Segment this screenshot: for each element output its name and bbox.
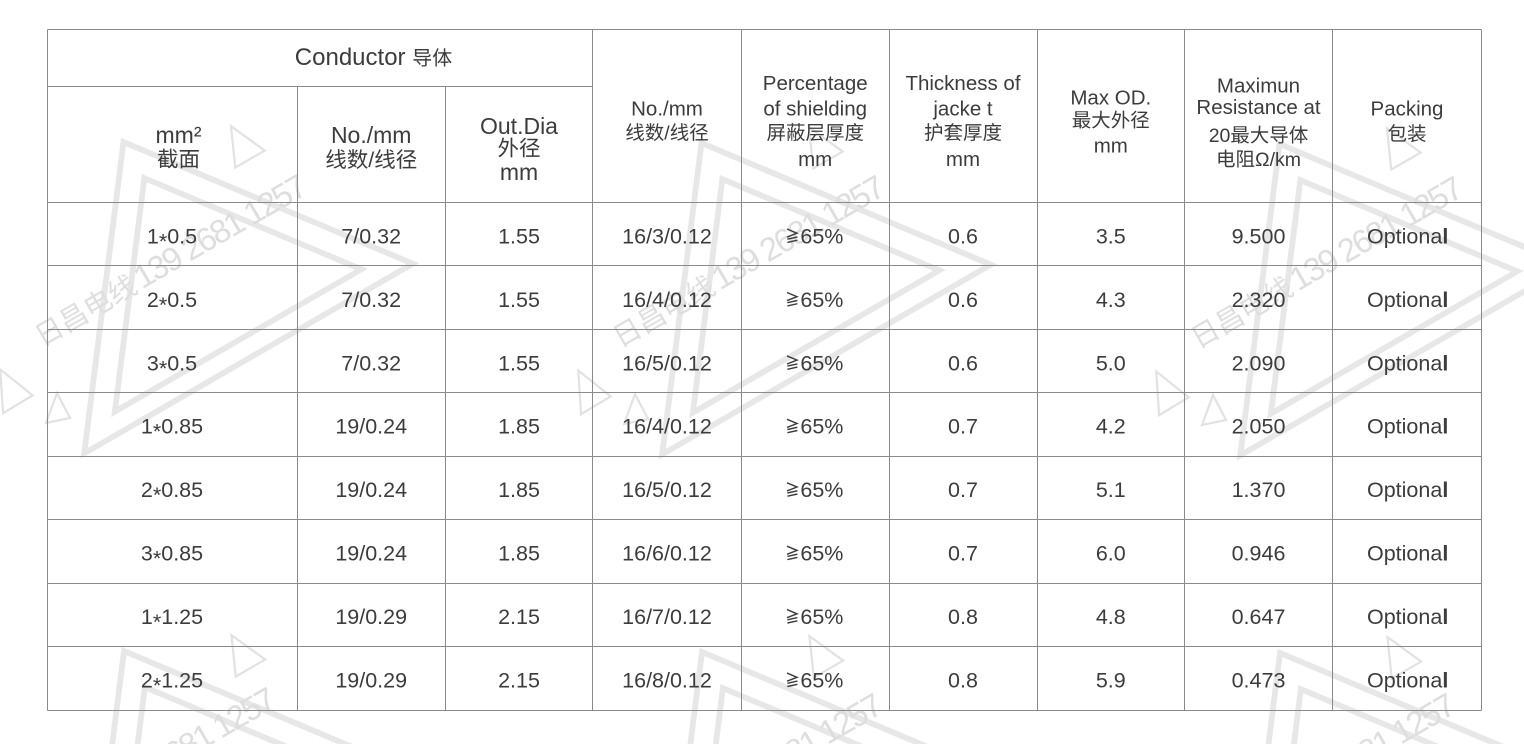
svg-text:1*0.85: 1*0.85 (141, 415, 203, 444)
svg-text:65%: 65% (800, 605, 843, 629)
svg-text:16/5/0.12: 16/5/0.12 (622, 478, 712, 502)
svg-text:0.7: 0.7 (948, 415, 978, 439)
svg-text:Optional: Optional (1367, 542, 1448, 566)
svg-text:Optional: Optional (1367, 288, 1448, 312)
svg-text:2.050: 2.050 (1232, 415, 1286, 439)
svg-text:16/6/0.12: 16/6/0.12 (622, 542, 712, 566)
svg-text:4.2: 4.2 (1096, 415, 1126, 439)
svg-text:No./mm: No./mm (331, 122, 412, 148)
svg-text:1.85: 1.85 (498, 478, 540, 502)
svg-text:Percentage: Percentage (763, 72, 868, 95)
svg-text:139 2681 1257: 139 2681 1257 (702, 686, 887, 744)
svg-text:0.6: 0.6 (948, 224, 978, 248)
svg-text:65%: 65% (800, 351, 843, 375)
svg-text:Conductor: Conductor (295, 44, 412, 71)
svg-text:1.55: 1.55 (498, 288, 540, 312)
svg-text:0.6: 0.6 (948, 351, 978, 375)
svg-text:1.85: 1.85 (498, 542, 540, 566)
svg-text:5.9: 5.9 (1096, 669, 1126, 693)
svg-text:1*1.25: 1*1.25 (141, 605, 203, 634)
svg-text:Max OD.: Max OD. (1070, 86, 1151, 109)
svg-text:65%: 65% (800, 478, 843, 502)
svg-text:9.500: 9.500 (1232, 224, 1286, 248)
svg-text:6.0: 6.0 (1096, 542, 1126, 566)
svg-text:3.5: 3.5 (1096, 224, 1126, 248)
svg-text:0.8: 0.8 (948, 669, 978, 693)
svg-text:1.55: 1.55 (498, 224, 540, 248)
svg-text:Optional: Optional (1367, 605, 1448, 629)
svg-text:19/0.24: 19/0.24 (335, 478, 407, 502)
svg-text:Maximun: Maximun (1217, 75, 1300, 98)
svg-text:of shielding: of shielding (763, 97, 867, 120)
svg-text:0.7: 0.7 (948, 542, 978, 566)
svg-text:0.8: 0.8 (948, 605, 978, 629)
svg-text:0.946: 0.946 (1232, 542, 1286, 566)
svg-text:4.3: 4.3 (1096, 288, 1126, 312)
svg-text:2*0.5: 2*0.5 (147, 288, 197, 317)
svg-text:No./mm: No./mm (631, 98, 703, 121)
svg-text:mm: mm (946, 148, 980, 171)
svg-text:Resistance at: Resistance at (1196, 96, 1321, 119)
svg-text:Ω/km: Ω/km (1255, 149, 1301, 171)
svg-text:mm: mm (798, 148, 832, 171)
svg-text:7/0.32: 7/0.32 (341, 288, 401, 312)
svg-text:4.8: 4.8 (1096, 605, 1126, 629)
svg-text:mm: mm (500, 159, 538, 185)
svg-text:139 2681 1257: 139 2681 1257 (705, 168, 890, 296)
svg-text:65%: 65% (800, 669, 843, 693)
svg-text:0.6: 0.6 (948, 288, 978, 312)
svg-text:19/0.24: 19/0.24 (335, 542, 407, 566)
svg-text:/: / (368, 148, 374, 172)
svg-text:19/0.24: 19/0.24 (335, 415, 407, 439)
svg-text:0.473: 0.473 (1232, 669, 1286, 693)
svg-text:16/8/0.12: 16/8/0.12 (622, 669, 712, 693)
svg-text:2*1.25: 2*1.25 (141, 669, 203, 698)
svg-text:5.1: 5.1 (1096, 478, 1126, 502)
svg-text:2*0.85: 2*0.85 (141, 478, 203, 507)
svg-text:19/0.29: 19/0.29 (335, 605, 407, 629)
svg-text:65%: 65% (800, 288, 843, 312)
svg-text:Optional: Optional (1367, 478, 1448, 502)
svg-text:1.85: 1.85 (498, 415, 540, 439)
svg-text:Packing: Packing (1371, 98, 1444, 121)
svg-text:0.7: 0.7 (948, 478, 978, 502)
svg-text:65%: 65% (800, 224, 843, 248)
svg-text:2.090: 2.090 (1232, 351, 1286, 375)
svg-text:20: 20 (1209, 125, 1231, 147)
svg-text:Optional: Optional (1367, 351, 1448, 375)
svg-text:Thickness of: Thickness of (905, 72, 1020, 95)
svg-text:2.15: 2.15 (498, 669, 540, 693)
svg-text:2.320: 2.320 (1232, 288, 1286, 312)
svg-text:19/0.29: 19/0.29 (335, 669, 407, 693)
svg-text:1.55: 1.55 (498, 351, 540, 375)
svg-text:16/4/0.12: 16/4/0.12 (622, 288, 712, 312)
svg-text:5.0: 5.0 (1096, 351, 1126, 375)
svg-text:16/7/0.12: 16/7/0.12 (622, 605, 712, 629)
svg-text:3*0.85: 3*0.85 (141, 542, 203, 571)
svg-text:0.647: 0.647 (1232, 605, 1286, 629)
svg-text:mm²: mm² (156, 122, 202, 148)
svg-text:Optional: Optional (1367, 224, 1448, 248)
svg-text:16/3/0.12: 16/3/0.12 (622, 224, 712, 248)
svg-text:16/4/0.12: 16/4/0.12 (622, 415, 712, 439)
svg-text:Optional: Optional (1367, 669, 1448, 693)
svg-text:1.370: 1.370 (1232, 478, 1286, 502)
svg-text:/: / (664, 123, 670, 145)
svg-text:Optional: Optional (1367, 415, 1448, 439)
svg-text:65%: 65% (800, 542, 843, 566)
svg-text:16/5/0.12: 16/5/0.12 (622, 351, 712, 375)
svg-text:jacke t: jacke t (932, 97, 993, 120)
svg-text:2.15: 2.15 (498, 605, 540, 629)
svg-text:65%: 65% (800, 415, 843, 439)
svg-text:Out.Dia: Out.Dia (480, 113, 558, 139)
svg-text:mm: mm (1094, 135, 1128, 158)
svg-text:7/0.32: 7/0.32 (341, 224, 401, 248)
svg-text:7/0.32: 7/0.32 (341, 351, 401, 375)
